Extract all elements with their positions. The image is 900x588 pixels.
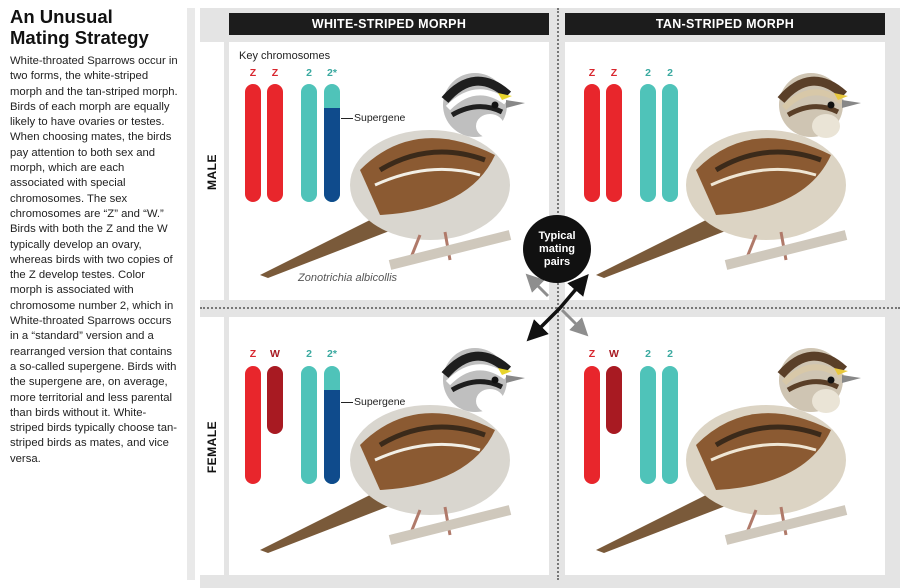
sparrow-male-tan-illustration bbox=[596, 73, 861, 278]
sparrow-female-white-illustration bbox=[260, 348, 525, 553]
chromosome-2-supergene bbox=[324, 84, 340, 202]
vertical-divider bbox=[557, 8, 559, 580]
column-header-tan-striped: TAN-STRIPED MORPH bbox=[565, 13, 885, 35]
chromosome-label: 2 bbox=[667, 348, 673, 360]
row-label-male: MALE bbox=[205, 154, 219, 190]
row-label-female: FEMALE bbox=[205, 420, 219, 474]
chromosome-label: Z bbox=[271, 67, 279, 79]
chromosome-2 bbox=[640, 366, 656, 484]
z-chromosome bbox=[584, 84, 600, 202]
page-title: An Unusual Mating Strategy bbox=[10, 6, 149, 48]
chromosome-label: Z bbox=[249, 348, 257, 360]
chromosome-label: 2* bbox=[327, 348, 337, 360]
chromosome-2 bbox=[301, 84, 317, 202]
z-chromosome bbox=[267, 84, 283, 202]
key-chromosomes-label: Key chromosomes bbox=[239, 50, 331, 62]
chromosome-label: W bbox=[609, 348, 619, 360]
sparrow-male-white-illustration bbox=[260, 73, 525, 278]
supergene-pointer bbox=[341, 118, 353, 119]
z-chromosome bbox=[606, 84, 622, 202]
column-header-white-striped: WHITE-STRIPED MORPH bbox=[229, 13, 549, 35]
supergene-region bbox=[324, 108, 340, 202]
supergene-label: Supergene bbox=[354, 396, 406, 408]
w-chromosome bbox=[267, 366, 283, 434]
chromosome-label: W bbox=[270, 348, 280, 360]
z-chromosome bbox=[245, 84, 261, 202]
z-chromosome bbox=[584, 366, 600, 484]
row-strip-male: MALE bbox=[200, 42, 224, 300]
w-chromosome bbox=[606, 366, 622, 434]
bird-icon bbox=[260, 348, 525, 553]
mating-arrows bbox=[525, 273, 589, 342]
bird-icon bbox=[260, 73, 525, 278]
chromosome-label: 2 bbox=[306, 348, 312, 360]
chromosome-label: Z bbox=[588, 67, 596, 79]
description-text: White-throated Sparrows occur in two for… bbox=[10, 55, 178, 465]
z-chromosome bbox=[245, 366, 261, 484]
chromosome-2 bbox=[640, 84, 656, 202]
supergene-label: Supergene bbox=[354, 112, 406, 124]
horizontal-divider bbox=[200, 307, 900, 309]
species-name: Zonotrichia albicollis bbox=[298, 272, 398, 284]
chromosome-2-supergene bbox=[324, 366, 340, 484]
chromosome-label: 2 bbox=[645, 348, 651, 360]
divider bbox=[187, 8, 195, 580]
bird-icon bbox=[596, 73, 861, 278]
chromosome-2 bbox=[662, 366, 678, 484]
sparrow-female-tan-illustration bbox=[596, 348, 861, 553]
chromosome-label: 2* bbox=[327, 67, 337, 79]
chromosome-label: 2 bbox=[667, 67, 673, 79]
typical-mating-pairs-badge: Typical mating pairs bbox=[523, 215, 591, 283]
supergene-region bbox=[324, 390, 340, 484]
chromosome-label: 2 bbox=[645, 67, 651, 79]
chromosome-2 bbox=[662, 84, 678, 202]
chromosome-label: 2 bbox=[306, 67, 312, 79]
row-strip-female: FEMALE bbox=[200, 317, 224, 575]
bird-icon bbox=[596, 348, 861, 553]
chromosome-label: Z bbox=[610, 67, 618, 79]
supergene-pointer bbox=[341, 402, 353, 403]
chromosome-2 bbox=[301, 366, 317, 484]
chromosome-label: Z bbox=[249, 67, 257, 79]
chromosome-label: Z bbox=[588, 348, 596, 360]
